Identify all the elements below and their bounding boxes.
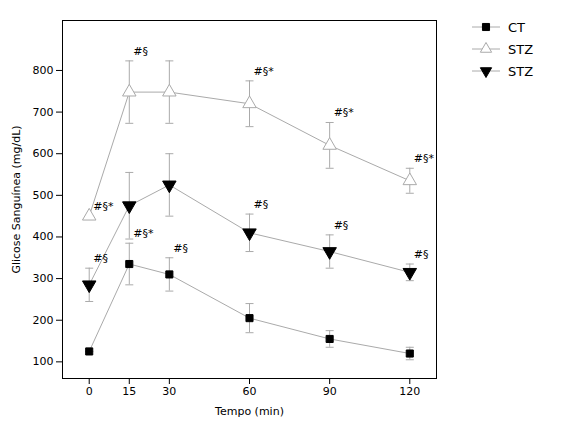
svg-text:500: 500 <box>33 189 54 202</box>
svg-text:700: 700 <box>33 106 54 119</box>
svg-text:120: 120 <box>399 385 420 398</box>
svg-text:200: 200 <box>33 314 54 327</box>
svg-text:90: 90 <box>323 385 337 398</box>
svg-text:#§: #§ <box>133 45 148 58</box>
svg-text:Glicose Sanguínea (mg/dL): Glicose Sanguínea (mg/dL) <box>10 125 23 273</box>
svg-text:#§: #§ <box>414 248 429 261</box>
svg-text:15: 15 <box>122 385 136 398</box>
svg-text:#§*: #§* <box>334 106 355 119</box>
svg-text:#§*: #§* <box>414 152 435 165</box>
svg-text:#§*: #§* <box>254 65 275 78</box>
svg-text:0: 0 <box>86 385 93 398</box>
svg-text:800: 800 <box>33 64 54 77</box>
svg-text:300: 300 <box>33 272 54 285</box>
svg-text:#§: #§ <box>173 242 188 255</box>
svg-text:400: 400 <box>33 230 54 243</box>
svg-text:600: 600 <box>33 147 54 160</box>
svg-text:#§*: #§* <box>93 200 114 213</box>
svg-text:#§: #§ <box>254 198 269 211</box>
svg-text:30: 30 <box>162 385 176 398</box>
svg-text:#§: #§ <box>334 219 349 232</box>
svg-text:#§: #§ <box>93 252 108 265</box>
svg-text:#§*: #§* <box>133 227 154 240</box>
svg-text:Tempo (min): Tempo (min) <box>214 405 284 418</box>
svg-text:100: 100 <box>33 355 54 368</box>
html-text:CT: CT <box>508 19 525 35</box>
svg-text:60: 60 <box>243 385 257 398</box>
html-text:STZ: STZ <box>508 63 534 79</box>
html-text:STZ: STZ <box>508 41 534 57</box>
